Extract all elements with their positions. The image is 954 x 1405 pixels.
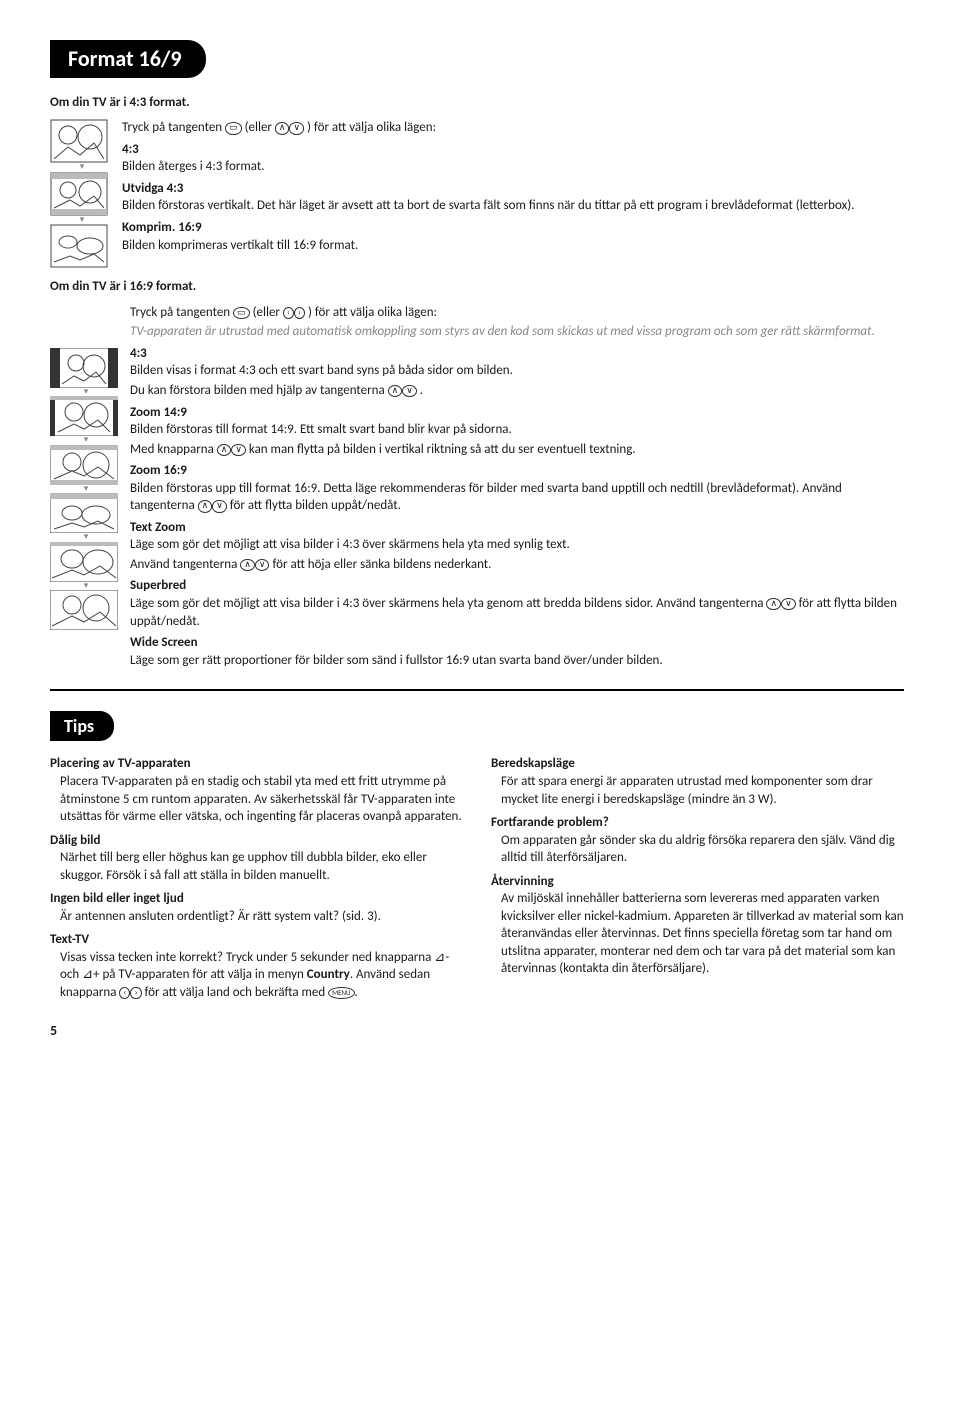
label-z169: Zoom 16:9 — [130, 462, 904, 480]
label-superbred: Superbred — [130, 577, 904, 595]
tip-h: Ingen bild eller inget ljud — [50, 890, 463, 908]
up-down-icons: ∧∨ — [388, 383, 417, 398]
arrow-down-icon: ▾ — [50, 218, 114, 223]
label-komprim: Komprim. 16:9 — [122, 219, 904, 237]
body-43: Tryck på tangenten ▭ (eller ∧∨ ) för att… — [122, 119, 904, 256]
tip-t: Placera TV-apparaten på en stadig och st… — [50, 773, 463, 826]
tips-col-right: Beredskapsläge För att spara energi är a… — [491, 749, 904, 1003]
tip-t: Av miljöskäl innehåller batterierna som … — [491, 890, 904, 978]
format-button-icon: ▭ — [225, 122, 242, 134]
tip-h: Dålig bild — [50, 832, 463, 850]
note-italic: TV-apparaten är utrustad med automatisk … — [130, 324, 875, 339]
thumb-widescreen — [50, 590, 118, 630]
desc-komprim: Bilden komprimeras vertikalt till 16:9 f… — [122, 237, 904, 255]
arrow-down-icon: ▾ — [50, 165, 114, 170]
thumb-z149 — [50, 396, 118, 436]
desc: Bilden förstoras till format 14:9. Ett s… — [130, 421, 904, 439]
label-43-169: 4:3 — [130, 345, 904, 363]
tip-t: Visas vissa tecken inte korrekt? Tryck u… — [50, 949, 463, 1002]
text: ) för att välja olika lägen: — [308, 305, 437, 320]
heading-169: Om din TV är i 16:9 format. — [50, 278, 904, 296]
text: Läge som gör det möjligt att visa bilder… — [130, 596, 766, 611]
body-169: Tryck på tangenten ▭ (eller ‹› ) för att… — [130, 304, 904, 671]
desc: Läge som ger rätt proportioner för bilde… — [130, 652, 904, 670]
text: Tryck på tangenten — [122, 120, 225, 135]
section-title-format: Format 16/9 — [50, 40, 206, 78]
label-utvidga: Utvidga 4:3 — [122, 180, 904, 198]
text: ) för att välja olika lägen: — [307, 120, 436, 135]
label-4-3: 4:3 — [122, 141, 904, 159]
up-down-icons: ∧∨ — [240, 557, 269, 572]
thumb-textzoom — [50, 493, 118, 533]
arrow-down-icon: ▾ — [50, 390, 122, 395]
text: Du kan förstora bilden med hjälp av tang… — [130, 383, 388, 398]
desc: Läge som gör det möjligt att visa bilder… — [130, 536, 904, 554]
text: för att höja eller sänka bildens nederka… — [272, 557, 491, 572]
thumb-4-3 — [50, 119, 108, 163]
label-textzoom: Text Zoom — [130, 519, 904, 537]
arrow-down-icon: ▾ — [50, 535, 122, 540]
up-down-icons: ∧∨ — [766, 596, 795, 611]
tip-t: För att spara energi är apparaten utrust… — [491, 773, 904, 808]
left-right-icons: ‹› — [283, 305, 305, 320]
section-title-tips: Tips — [50, 711, 114, 741]
tips-col-left: Placering av TV-apparaten Placera TV-app… — [50, 749, 463, 1003]
up-down-icons: ∧∨ — [217, 442, 246, 457]
menu-button-icon: MENU — [328, 987, 354, 999]
tip-t: Närhet till berg eller höghus kan ge upp… — [50, 849, 463, 884]
text: (eller — [245, 120, 275, 135]
page-number: 5 — [50, 1022, 904, 1041]
arrow-down-icon: ▾ — [50, 438, 122, 443]
arrow-down-icon: ▾ — [50, 487, 122, 492]
desc: Bilden visas i format 4:3 och ett svart … — [130, 362, 904, 380]
thumb-col-169: ▾ ▾ ▾ ▾ ▾ — [50, 304, 130, 635]
label-widescreen: Wide Screen — [130, 634, 904, 652]
arrow-down-icon: ▾ — [50, 584, 122, 589]
left-right-icons: ‹› — [119, 985, 141, 1000]
thumb-komprim — [50, 224, 108, 268]
up-down-icons: ∧∨ — [275, 120, 304, 135]
text: för att flytta bilden uppåt/nedåt. — [230, 498, 401, 513]
tip-h: Text-TV — [50, 931, 463, 949]
thumb-superbred — [50, 542, 118, 582]
text: Använd tangenterna — [130, 557, 240, 572]
text: kan man flytta på bilden i vertikal rikt… — [249, 442, 636, 457]
thumb-utvidga — [50, 172, 108, 216]
tip-h: Beredskapsläge — [491, 755, 904, 773]
desc-utvidga: Bilden förstoras vertikalt. Det här läge… — [122, 197, 904, 215]
text: (eller — [253, 305, 283, 320]
text: Med knapparna — [130, 442, 217, 457]
tip-h: Placering av TV-apparaten — [50, 755, 463, 773]
format-button-icon: ▭ — [233, 307, 250, 319]
desc-4-3: Bilden återges i 4:3 format. — [122, 158, 904, 176]
tip-h: Fortfarande problem? — [491, 814, 904, 832]
text: . — [420, 383, 423, 398]
thumb-169-43 — [50, 348, 118, 388]
thumb-col-43: ▾ ▾ — [50, 119, 122, 272]
up-down-icons: ∧∨ — [198, 498, 227, 513]
tip-t: Om apparaten går sönder ska du aldrig fö… — [491, 832, 904, 867]
text: Tryck på tangenten — [130, 305, 233, 320]
tip-h: Återvinning — [491, 873, 904, 891]
label-z149: Zoom 14:9 — [130, 404, 904, 422]
heading-43: Om din TV är i 4:3 format. — [50, 94, 904, 112]
divider — [50, 689, 904, 691]
thumb-z169 — [50, 445, 118, 485]
tip-t: Är antennen ansluten ordentligt? Är rätt… — [50, 908, 463, 926]
